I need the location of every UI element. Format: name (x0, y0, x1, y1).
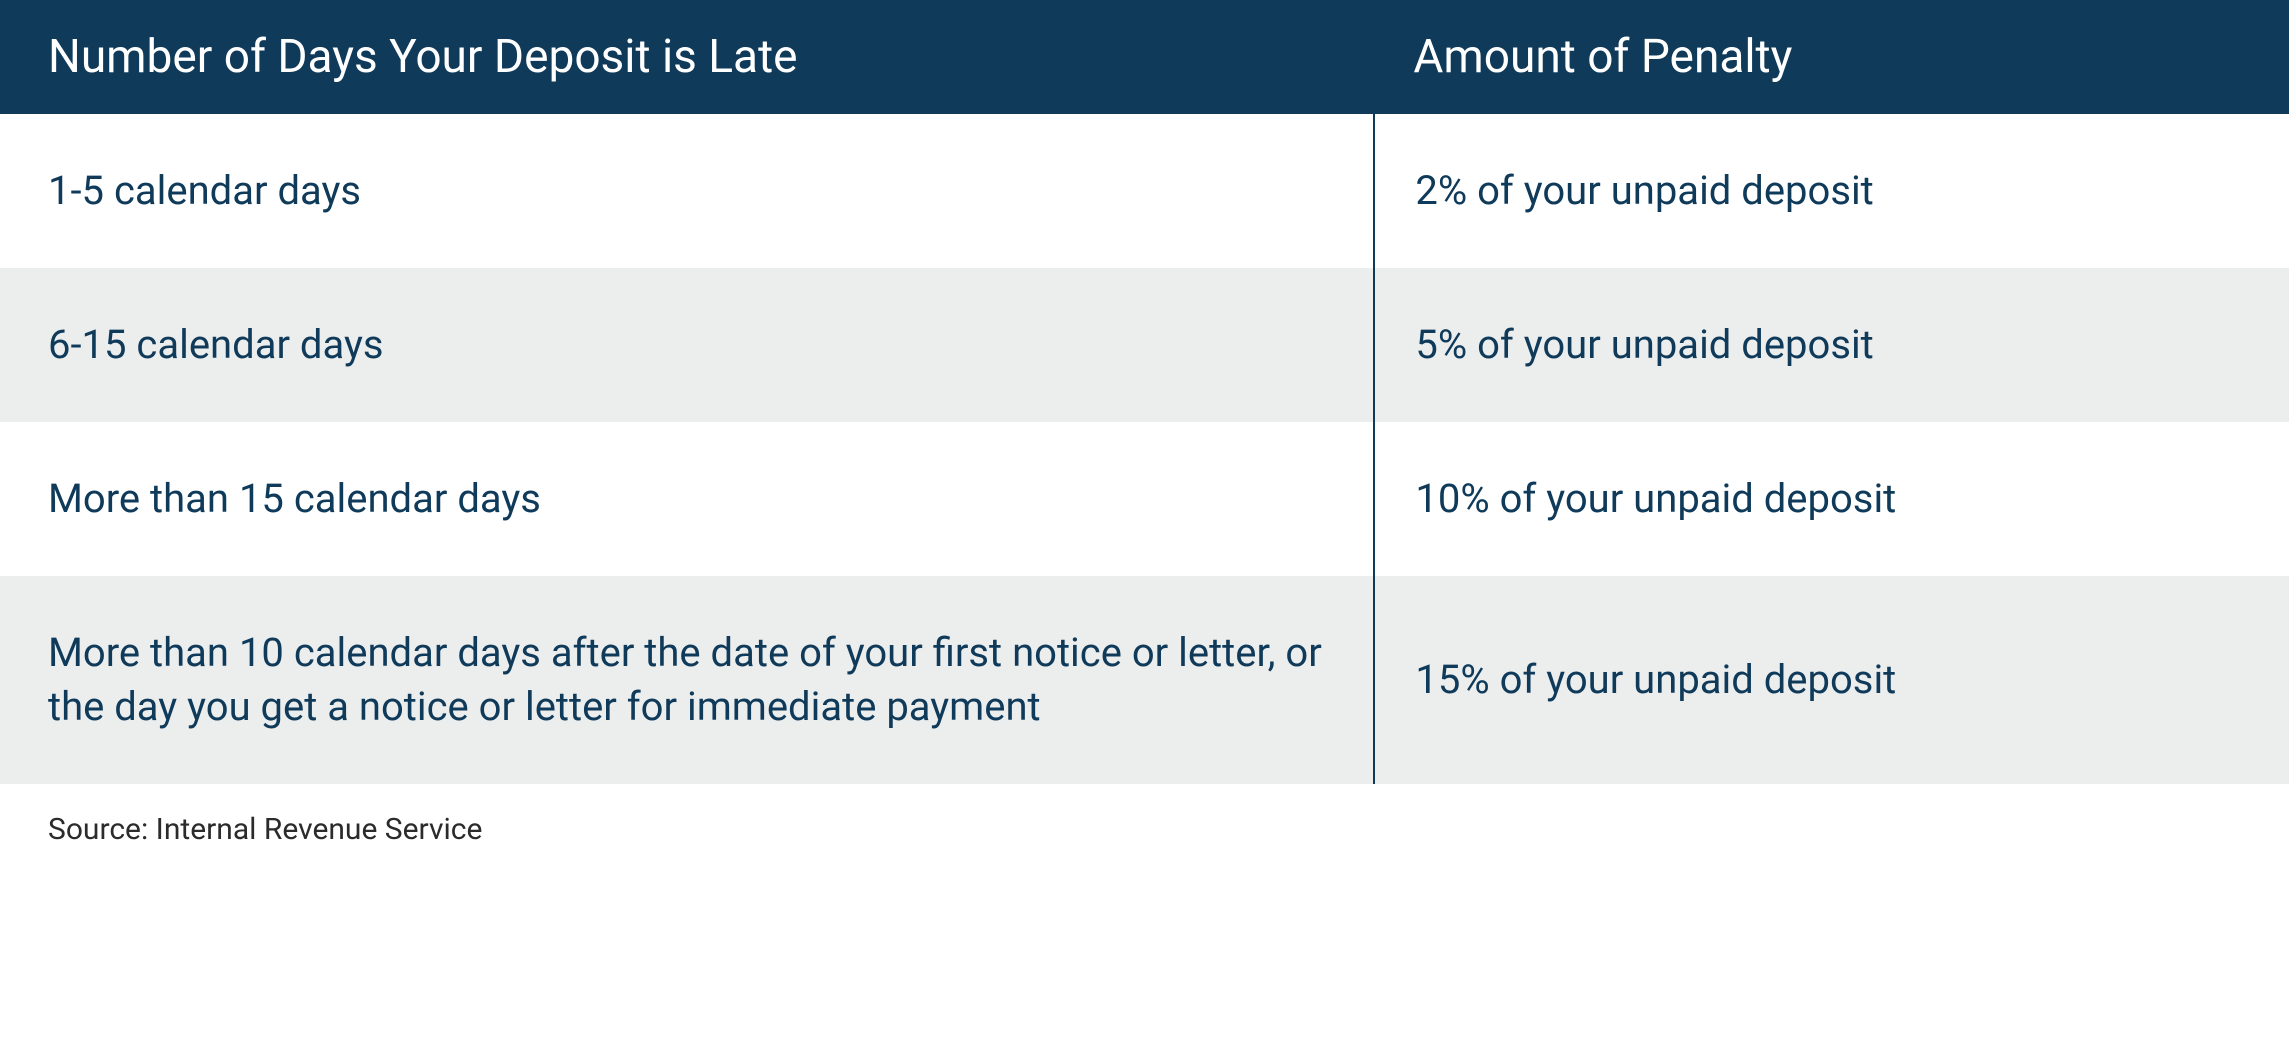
table-row: More than 15 calendar days 10% of your u… (0, 422, 2289, 576)
cell-days: 6-15 calendar days (0, 268, 1373, 422)
cell-penalty: 5% of your unpaid deposit (1373, 268, 2289, 422)
cell-penalty: 10% of your unpaid deposit (1373, 422, 2289, 576)
table-header-row: Number of Days Your Deposit is Late Amou… (0, 0, 2289, 114)
source-attribution: Source: Internal Revenue Service (0, 784, 2289, 857)
cell-penalty: 15% of your unpaid deposit (1373, 576, 2289, 784)
column-header-penalty: Amount of Penalty (1373, 30, 2289, 84)
table-row: More than 10 calendar days after the dat… (0, 576, 2289, 784)
table-row: 6-15 calendar days 5% of your unpaid dep… (0, 268, 2289, 422)
column-header-days: Number of Days Your Deposit is Late (0, 30, 1373, 84)
cell-penalty: 2% of your unpaid deposit (1373, 114, 2289, 268)
cell-days: More than 15 calendar days (0, 422, 1373, 576)
cell-days: 1-5 calendar days (0, 114, 1373, 268)
cell-days: More than 10 calendar days after the dat… (0, 576, 1373, 784)
penalty-table: Number of Days Your Deposit is Late Amou… (0, 0, 2289, 784)
table-row: 1-5 calendar days 2% of your unpaid depo… (0, 114, 2289, 268)
